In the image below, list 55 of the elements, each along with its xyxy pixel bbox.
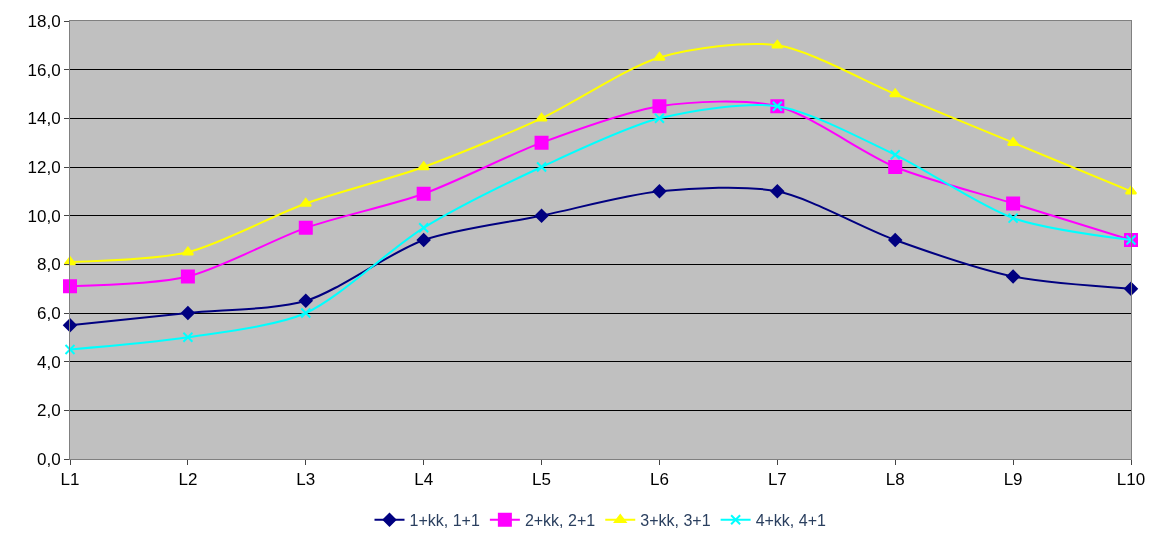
- x-tick-label: L1: [60, 470, 80, 490]
- y-tick-label: 10,0: [27, 206, 61, 226]
- legend-label: 2+kk, 2+1: [524, 511, 596, 529]
- point: [180, 269, 195, 284]
- point: [182, 331, 194, 343]
- point: [535, 112, 548, 122]
- point: [1124, 185, 1138, 195]
- x-tick-label: L8: [885, 470, 905, 490]
- point: [417, 161, 430, 171]
- x-tick-label: L2: [178, 470, 198, 490]
- y-tick-label: 14,0: [27, 109, 61, 129]
- point: [652, 184, 667, 199]
- y-tick-label: 2,0: [36, 401, 61, 421]
- point: [181, 306, 195, 320]
- x-tick-label: L7: [767, 470, 787, 490]
- point: [181, 246, 195, 256]
- point: [1006, 269, 1020, 284]
- point: [63, 318, 77, 333]
- point: [770, 184, 785, 199]
- legend-label: 4+kk, 4+1: [755, 511, 826, 529]
- point: [418, 222, 430, 234]
- point: [64, 344, 76, 355]
- y-tick-label: 12,0: [27, 157, 61, 177]
- x-tick-label: L5: [532, 470, 552, 490]
- y-tick-label: 8,0: [36, 255, 61, 275]
- point: [298, 220, 313, 235]
- point: [63, 279, 77, 294]
- legend-label: 3+kk, 3+1: [640, 511, 711, 529]
- y-tick-label: 6,0: [36, 303, 61, 323]
- point: [888, 233, 903, 247]
- x-tick-label: L4: [414, 470, 434, 490]
- point: [536, 161, 548, 173]
- x-tick-label: L3: [296, 470, 316, 490]
- point: [1006, 196, 1021, 211]
- point: [888, 160, 903, 174]
- point: [534, 208, 549, 223]
- y-tick-label: 4,0: [36, 352, 61, 372]
- y-tick-label: 0,0: [36, 449, 61, 469]
- point: [416, 186, 431, 201]
- x-tick-label: L10: [1116, 470, 1146, 490]
- point: [300, 307, 312, 319]
- point: [534, 135, 549, 150]
- point: [889, 88, 902, 98]
- point: [771, 39, 784, 49]
- point: [416, 233, 431, 247]
- point: [652, 99, 667, 114]
- point: [1007, 212, 1019, 224]
- x-tick-label: L6: [649, 470, 669, 490]
- legend-label: 1+kk, 1+1: [409, 511, 480, 529]
- point: [653, 112, 665, 124]
- point: [889, 149, 901, 161]
- x-tick-label: L9: [1003, 470, 1023, 490]
- y-tick-label: 18,0: [27, 11, 61, 31]
- y-tick-label: 16,0: [27, 60, 61, 80]
- point: [298, 293, 313, 308]
